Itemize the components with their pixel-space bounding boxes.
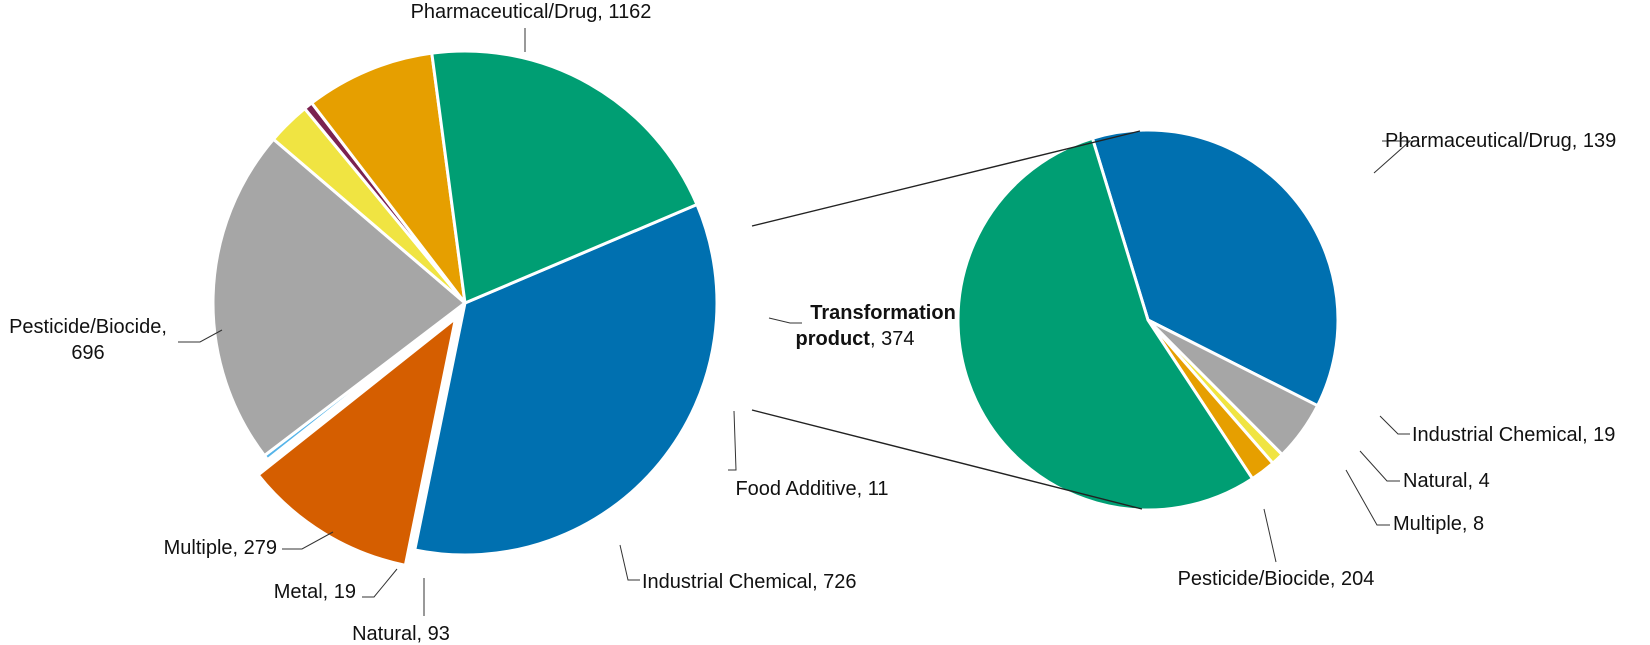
- main-slice-industrial-chemical: [211, 137, 467, 458]
- main-slice-transformation-product: [256, 316, 458, 567]
- main-label-food: Food Additive, 11: [735, 478, 888, 500]
- detail-label-industrial: Industrial Chemical, 19: [1412, 424, 1615, 446]
- main-slice-pesticide-biocide: [430, 49, 699, 305]
- leader-detail-pharma: [1373, 140, 1412, 174]
- leader-detail-multiple: [1345, 469, 1390, 526]
- main-label-transformation-line1: Transformation: [810, 302, 956, 324]
- connector-line-top: [751, 130, 1141, 227]
- leader-main-pesticide: [178, 329, 223, 343]
- detail-label-multiple: Multiple, 8: [1393, 513, 1484, 535]
- main-label-pesticide-line1: Pesticide/Biocide,: [9, 316, 167, 338]
- main-label-metal: Metal, 19: [274, 581, 356, 603]
- main-label-multiple: Multiple, 279: [164, 537, 277, 559]
- main-label-transformation-bold: product: [796, 328, 871, 350]
- main-label-transformation-line2: product, 374: [796, 328, 915, 350]
- main-slice-pharmaceutical-drug: [413, 203, 719, 557]
- main-label-transformation-value: , 374: [870, 328, 914, 350]
- detail-label-natural: Natural, 4: [1403, 470, 1490, 492]
- main-label-natural: Natural, 93: [352, 623, 450, 645]
- detail-slice-pesticide-biocide: [956, 136, 1254, 512]
- leader-main-industrial: [619, 544, 640, 581]
- main-label-industrial: Industrial Chemical, 726: [642, 571, 857, 593]
- main-label-pesticide-line2: 696: [71, 342, 104, 364]
- leader-main-metal: [362, 568, 398, 598]
- leader-detail-industrial: [1379, 415, 1410, 435]
- leader-detail-pesticide: [1263, 508, 1277, 563]
- detail-label-pesticide: Pesticide/Biocide, 204: [1178, 568, 1375, 590]
- leader-main-multiple: [282, 531, 334, 550]
- main-pie: [211, 49, 719, 567]
- main-slice-multiple: [310, 51, 467, 305]
- leader-detail-natural: [1359, 450, 1400, 482]
- leader-main-food: [728, 410, 737, 471]
- leader-main-transformation: [768, 317, 802, 324]
- detail-label-pharma: Pharmaceutical/Drug, 139: [1385, 130, 1616, 152]
- detail-pie: [956, 128, 1340, 512]
- connector-line-bottom: [751, 409, 1143, 510]
- detail-slice-pharmaceutical-drug: [1090, 128, 1340, 408]
- main-label-pharma: Pharmaceutical/Drug, 1162: [411, 1, 652, 23]
